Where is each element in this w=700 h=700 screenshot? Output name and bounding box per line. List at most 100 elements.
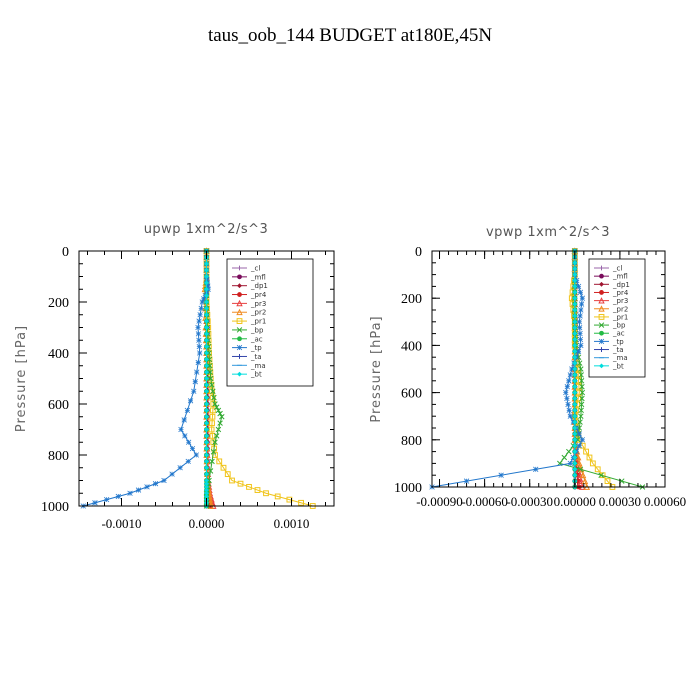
legend-label: _mfl — [250, 273, 266, 281]
x-tick-label: -0.00030 — [506, 494, 553, 509]
series-marker_pr2 — [576, 459, 583, 467]
series-marker_bp — [579, 395, 585, 402]
series-marker_tp — [198, 305, 204, 312]
series-marker_bt — [572, 348, 578, 354]
series-marker_bt — [204, 490, 209, 496]
series-marker_pr1 — [220, 464, 227, 471]
legend-marker — [237, 336, 242, 342]
series-marker_pr1 — [254, 487, 261, 493]
series-marker_bt — [204, 337, 209, 343]
series-marker_tp — [196, 337, 202, 343]
series-marker_tp — [205, 283, 211, 289]
x-tick-label: 0.00030 — [599, 494, 641, 509]
series-marker_tp — [579, 295, 586, 301]
series-marker_tp — [566, 378, 572, 384]
series-marker_bt — [572, 325, 578, 331]
series-marker_tp — [187, 398, 194, 404]
legend-label: _pr2 — [612, 305, 628, 313]
series-marker_bt — [572, 425, 578, 431]
legend-label: _pr1 — [250, 318, 266, 326]
x-tick-label: 0.00060 — [644, 494, 686, 509]
legend-marker — [599, 347, 604, 352]
series-marker_tp — [567, 372, 573, 378]
series-group — [80, 247, 316, 509]
legend-marker — [237, 274, 242, 280]
series-marker_bp — [219, 413, 225, 420]
y-tick-label: 600 — [48, 398, 69, 413]
series-marker_bt — [204, 318, 209, 324]
series-marker_tp — [169, 471, 175, 477]
series-marker_pr3 — [576, 471, 584, 479]
series-marker_bp — [576, 360, 583, 366]
series-marker_bp — [207, 362, 213, 369]
legend-marker — [598, 314, 605, 320]
series-marker_pr1 — [583, 448, 589, 455]
legend-label: _mfl — [612, 273, 628, 281]
series-marker_pr1 — [209, 407, 216, 414]
series-marker_bt — [572, 378, 578, 384]
series-marker_bp — [578, 413, 584, 419]
series-marker_bp — [578, 407, 584, 414]
series-line_tp — [431, 251, 583, 488]
series-marker_bt — [204, 293, 209, 299]
legend-marker — [237, 292, 242, 297]
series-marker_bt — [204, 484, 209, 490]
series-marker_bt — [572, 449, 578, 454]
series-marker_tp — [196, 318, 202, 324]
series-marker_bt — [572, 366, 578, 372]
series-marker_pr1 — [224, 471, 231, 478]
series-marker_bp — [217, 420, 223, 426]
series-marker_tp — [577, 313, 583, 319]
series-marker_pr1 — [604, 478, 611, 485]
series-marker_bt — [204, 356, 209, 362]
legend-marker — [599, 281, 604, 287]
series-marker_bt — [572, 443, 578, 449]
series-marker_pr2 — [579, 471, 587, 479]
series-marker_bt — [204, 331, 209, 337]
legend-marker — [598, 297, 605, 304]
series-marker_tp — [575, 283, 582, 290]
series-marker_bt — [572, 466, 578, 472]
legend-label: _cl — [250, 265, 260, 273]
legend-label: _ma — [250, 362, 266, 370]
series-marker_bt — [204, 481, 209, 487]
series-marker_bt — [204, 382, 209, 388]
series-marker_pr1 — [594, 466, 601, 473]
y-tick-label: 400 — [48, 347, 69, 362]
series-marker_pr1 — [274, 493, 281, 500]
series-marker_tp — [195, 359, 201, 366]
x-tick-label: 0.0000 — [189, 516, 225, 531]
legend-marker — [236, 318, 243, 324]
series-group — [429, 247, 646, 490]
x-tick-label: -0.00060 — [461, 494, 508, 509]
legend-label: _ac — [612, 330, 625, 338]
series-marker_tp — [182, 433, 188, 439]
series-marker_bt — [572, 390, 578, 395]
legend-label: _ta — [612, 346, 624, 354]
legend: _cl_mfl_dp1_pr4_pr3_pr2_pr1_bp_ac_tp_ta_… — [588, 258, 646, 378]
series-marker_bt — [572, 413, 578, 419]
series-marker_bt — [204, 427, 209, 432]
series-marker_bt — [204, 401, 209, 407]
series-marker_bt — [204, 388, 209, 394]
series-marker_tp — [577, 289, 584, 295]
series-marker_tp — [533, 466, 539, 472]
legend-marker — [599, 265, 604, 271]
series-marker_tp — [578, 307, 584, 313]
series-marker_tp — [463, 478, 470, 484]
series-marker_bp — [578, 372, 584, 378]
series-marker_tp — [199, 299, 205, 305]
series-marker_bt — [204, 458, 209, 464]
series-marker_bt — [204, 312, 209, 318]
series-marker_bt — [572, 372, 578, 378]
series-marker_bt — [204, 487, 209, 493]
legend-marker — [237, 265, 242, 271]
y-tick-label: 1000 — [394, 481, 422, 496]
series-marker_bt — [204, 267, 209, 273]
series-marker_bt — [204, 280, 209, 286]
series-marker_tp — [577, 325, 583, 331]
series-marker_pr1 — [209, 432, 216, 439]
series-marker_bt — [204, 286, 209, 292]
series-marker_bt — [204, 471, 209, 477]
